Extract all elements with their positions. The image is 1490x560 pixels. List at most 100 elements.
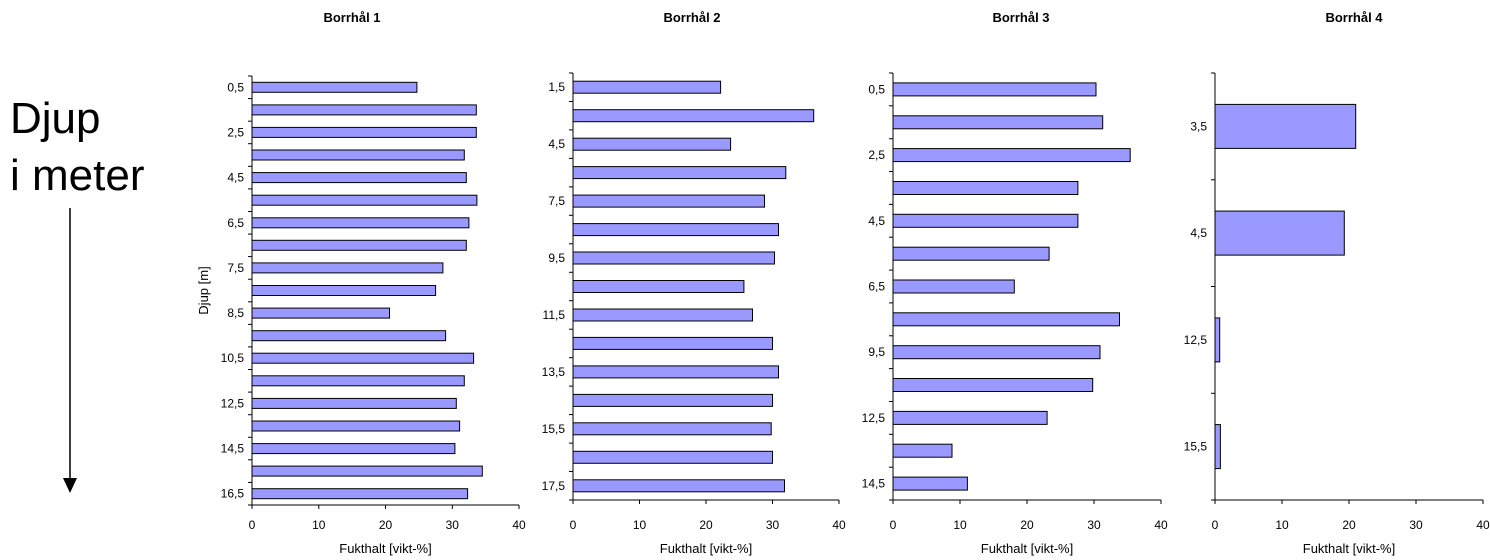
y-tick-label: 3,5: [1190, 119, 1207, 133]
y-tick-label: 11,5: [543, 308, 566, 322]
data-bar: [251, 465, 483, 477]
x-tick-label: 40: [1154, 518, 1168, 532]
data-bar: [892, 82, 1097, 97]
chart-title: Borrhål 4: [1325, 10, 1383, 25]
x-axis-label: Fukthalt [vikt-%]: [1303, 541, 1395, 556]
data-bar: [892, 443, 953, 458]
data-bar: [251, 262, 444, 274]
y-tick-label: 14,5: [862, 477, 886, 491]
data-bar: [572, 223, 779, 237]
y-tick-label: 12,5: [1184, 333, 1208, 347]
data-bar: [251, 172, 467, 184]
data-bar: [572, 450, 773, 464]
data-bar: [572, 393, 773, 407]
data-bar: [251, 397, 457, 409]
x-tick-label: 0: [1212, 518, 1219, 532]
x-tick-label: 30: [766, 518, 780, 532]
data-bar: [251, 488, 469, 500]
y-tick-label: 12,5: [862, 411, 886, 425]
x-tick-label: 20: [1020, 518, 1034, 532]
data-bar: [892, 115, 1104, 130]
y-tick-label: 0,5: [227, 80, 244, 94]
y-tick-label: 7,5: [548, 194, 565, 208]
side-label-unit: i meter: [10, 151, 145, 200]
chart-title: Borrhål 2: [663, 10, 720, 25]
x-tick-label: 10: [312, 518, 326, 532]
x-tick-label: 30: [1409, 518, 1423, 532]
y-tick-label: 9,5: [868, 345, 885, 359]
y-tick-label: 4,5: [548, 137, 565, 151]
y-tick-label: 12,5: [221, 396, 245, 410]
data-bar: [572, 280, 745, 293]
data-bar: [572, 479, 785, 493]
y-tick-label: 9,5: [548, 251, 565, 265]
data-bar: [251, 81, 418, 93]
y-tick-label: 4,5: [1190, 226, 1207, 240]
data-bar: [892, 345, 1101, 360]
x-tick-label: 20: [1342, 518, 1356, 532]
data-bar: [251, 217, 470, 229]
y-tick-label: 17,5: [542, 479, 566, 493]
y-tick-label: 1,5: [548, 80, 565, 94]
data-bar: [572, 137, 732, 151]
x-tick-label: 0: [249, 518, 256, 532]
data-bar: [892, 312, 1120, 327]
y-tick-label: 4,5: [227, 171, 244, 185]
x-axis-label: Fukthalt [vikt-%]: [981, 541, 1073, 556]
y-tick-label: 6,5: [868, 280, 885, 294]
y-tick-label: 10,5: [221, 351, 245, 365]
data-bar: [892, 213, 1079, 228]
data-bar: [892, 476, 968, 491]
chart-title: Borrhål 3: [992, 10, 1049, 25]
x-tick-label: 40: [1476, 518, 1490, 532]
data-bar: [572, 251, 775, 265]
data-bar: [251, 330, 447, 342]
data-bar: [892, 181, 1079, 195]
chart-panel-2: Borrhål 2 1,5 4,5 7,5 9,5 11,5 13,5 15,5 17,5 0 10…: [542, 10, 846, 556]
data-bar: [1214, 103, 1357, 149]
data-bar: [572, 166, 787, 180]
data-bar: [572, 336, 773, 350]
chart-panel-1: Borrhål 1 0,5 2,5 4,5 6,5 7,5 8,5 10,5 12,5 14,5 1…: [196, 10, 526, 556]
data-bar: [892, 378, 1094, 392]
y-axis-label: Djup [m]: [196, 266, 211, 314]
data-bar: [251, 104, 477, 116]
data-bar: [251, 126, 477, 138]
data-bar: [572, 194, 765, 208]
x-tick-label: 10: [953, 518, 967, 532]
y-tick-label: 15,5: [1184, 440, 1208, 454]
data-bar: [1214, 317, 1221, 363]
x-tick-label: 0: [890, 518, 897, 532]
data-bar: [572, 422, 772, 436]
depth-arrow: [63, 208, 77, 493]
data-bar: [251, 375, 465, 387]
data-bar: [572, 308, 753, 322]
data-bar: [251, 149, 465, 161]
data-bar: [1214, 424, 1221, 470]
data-bar: [251, 194, 478, 206]
chart-panel-4: Borrhål 4 3,5 4,5 12,5 15,5 0 10 20 30 40 Fukthalt…: [1184, 10, 1490, 556]
y-tick-label: 2,5: [227, 125, 244, 139]
x-tick-label: 40: [512, 518, 526, 532]
chart-title: Borrhål 1: [323, 10, 380, 25]
y-tick-label: 0,5: [868, 82, 885, 96]
x-tick-label: 10: [633, 518, 647, 532]
data-bar: [572, 365, 779, 379]
data-bar: [572, 109, 815, 123]
data-bar: [251, 352, 475, 364]
x-axis-label: Fukthalt [vikt-%]: [339, 541, 431, 556]
y-tick-label: 2,5: [868, 148, 885, 162]
x-tick-label: 0: [570, 518, 577, 532]
y-tick-label: 8,5: [227, 306, 244, 320]
x-tick-label: 20: [699, 518, 713, 532]
y-tick-label: 13,5: [542, 365, 566, 379]
side-label-depth: Djup: [10, 94, 101, 143]
y-tick-label: 16,5: [221, 487, 245, 501]
x-tick-label: 30: [446, 518, 460, 532]
data-bar: [892, 279, 1015, 294]
y-tick-label: 7,5: [227, 261, 244, 275]
y-tick-label: 4,5: [868, 214, 885, 228]
data-bar: [572, 80, 722, 94]
data-bar: [251, 239, 467, 251]
